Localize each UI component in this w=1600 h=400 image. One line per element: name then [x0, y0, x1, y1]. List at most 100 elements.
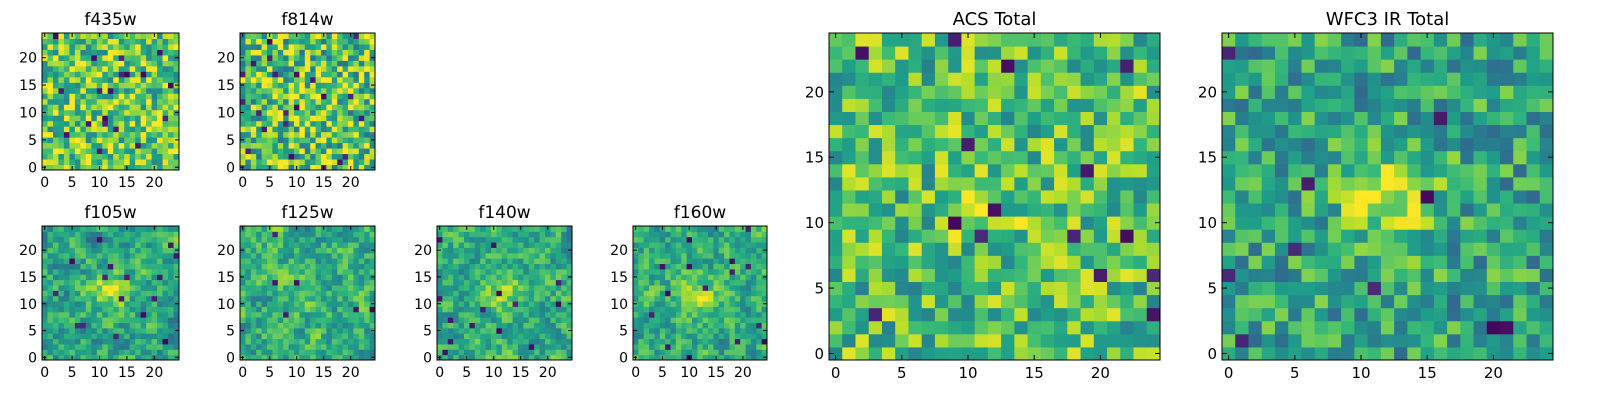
- heatmap-cell: [702, 231, 709, 238]
- heatmap-cell: [745, 247, 752, 254]
- heatmap-cell: [908, 150, 923, 165]
- heatmap-cell: [1040, 85, 1055, 99]
- heatmap-cell: [934, 163, 949, 178]
- heatmap-cell: [47, 322, 54, 329]
- heatmap-cell: [267, 142, 273, 149]
- heatmap-cell: [1513, 176, 1528, 191]
- heatmap-cell: [277, 98, 284, 105]
- heatmap-cell: [310, 268, 317, 275]
- heatmap-cell: [453, 317, 460, 323]
- heatmap-cell: [47, 268, 54, 275]
- heatmap-cell: [364, 311, 371, 318]
- x-tick-label: 0: [40, 175, 49, 191]
- heatmap-cell: [691, 343, 698, 350]
- heatmap-cell: [102, 290, 109, 297]
- heatmap-cell: [675, 226, 682, 232]
- heatmap-cell: [267, 126, 273, 133]
- heatmap-cell: [277, 76, 284, 83]
- heatmap-cell: [47, 82, 54, 89]
- heatmap-cell: [1526, 255, 1541, 269]
- heatmap-cell: [162, 33, 169, 39]
- heatmap-cell: [146, 333, 153, 340]
- heatmap-cell: [102, 153, 109, 160]
- heatmap-cell: [1146, 189, 1161, 204]
- heatmap-cell: [1040, 281, 1055, 296]
- heatmap-cell: [173, 33, 180, 39]
- heatmap-cell: [649, 252, 655, 259]
- heatmap-cell: [724, 349, 730, 356]
- heatmap-cell: [151, 131, 158, 138]
- heatmap-cell: [283, 93, 290, 100]
- heatmap-cell: [304, 322, 311, 329]
- heatmap-cell: [1420, 320, 1435, 335]
- heatmap-cell: [96, 327, 103, 334]
- heatmap-cell: [1367, 255, 1382, 269]
- heatmap-cell: [528, 236, 535, 243]
- heatmap-cell: [740, 317, 747, 323]
- heatmap-cell: [146, 71, 153, 78]
- heatmap-cell: [288, 93, 295, 100]
- heatmap-cell: [304, 148, 311, 155]
- heatmap-cell: [1093, 176, 1108, 191]
- heatmap-cell: [528, 354, 535, 361]
- heatmap-cell: [74, 54, 81, 61]
- heatmap-cell: [539, 247, 546, 254]
- heatmap-cell: [240, 317, 246, 323]
- heatmap-cell: [545, 301, 551, 307]
- heatmap-cell: [1146, 111, 1161, 126]
- heatmap-cell: [283, 65, 290, 72]
- heatmap-cell: [69, 295, 76, 302]
- heatmap-cell: [649, 311, 655, 318]
- heatmap-cell: [272, 33, 279, 39]
- heatmap-cell: [157, 279, 164, 286]
- heatmap-cell: [1354, 242, 1369, 256]
- heatmap-cell: [447, 226, 454, 232]
- heatmap-cell: [961, 163, 976, 178]
- heatmap-cell: [708, 258, 714, 265]
- heatmap-cell: [507, 247, 514, 254]
- heatmap-cell: [157, 71, 164, 78]
- heatmap-cell: [326, 120, 333, 127]
- heatmap-cell: [961, 46, 976, 60]
- heatmap-cell: [162, 164, 169, 171]
- heatmap-cell: [464, 322, 470, 329]
- heatmap-cell: [140, 115, 147, 122]
- x-tick-label: 5: [68, 175, 77, 191]
- heatmap-cell: [1394, 242, 1408, 256]
- heatmap-cell: [1235, 255, 1249, 269]
- heatmap-cell: [934, 203, 949, 217]
- heatmap-cell: [52, 226, 59, 232]
- heatmap-cell: [140, 268, 147, 275]
- heatmap-cell: [74, 93, 81, 100]
- heatmap-cell: [331, 301, 338, 307]
- y-tick-label: 15: [19, 270, 37, 286]
- heatmap-cell: [908, 242, 923, 256]
- heatmap-cell: [315, 338, 322, 345]
- heatmap-cell: [173, 311, 180, 318]
- heatmap-cell: [458, 301, 465, 307]
- heatmap-cell: [288, 142, 295, 149]
- heatmap-cell: [675, 354, 682, 361]
- heatmap-cell: [480, 301, 487, 307]
- heatmap-cell: [162, 284, 169, 291]
- heatmap-cell: [96, 279, 103, 286]
- heatmap-cell: [948, 163, 962, 178]
- heatmap-cell: [724, 284, 730, 291]
- heatmap-cell: [1447, 229, 1461, 243]
- heatmap-cell: [1380, 333, 1395, 348]
- heatmap-cell: [124, 104, 131, 111]
- heatmap-cell: [310, 109, 317, 116]
- heatmap-cell: [974, 320, 989, 335]
- heatmap-cell: [675, 236, 682, 243]
- heatmap-cell: [1107, 124, 1121, 139]
- heatmap-cell: [675, 284, 682, 291]
- heatmap-cell: [58, 242, 65, 248]
- heatmap-cell: [881, 333, 896, 348]
- heatmap-cell: [124, 349, 131, 356]
- heatmap-cell: [310, 236, 317, 243]
- heatmap-cell: [304, 49, 311, 56]
- heatmap-cell: [545, 247, 551, 254]
- heatmap-cell: [480, 306, 487, 313]
- heatmap-cell: [561, 327, 568, 334]
- heatmap-cell: [442, 236, 449, 243]
